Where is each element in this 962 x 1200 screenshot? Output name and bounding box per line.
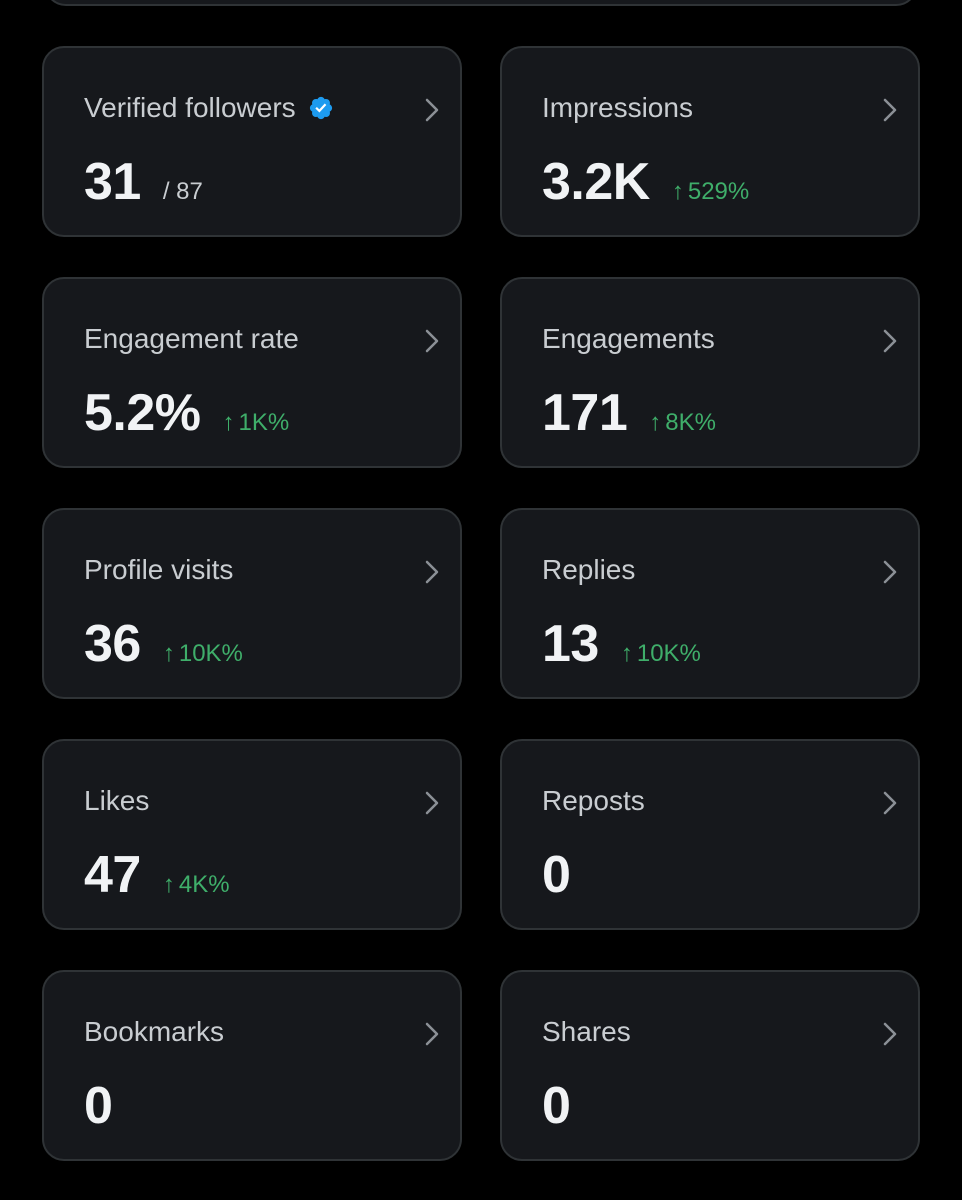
arrow-up-icon: ↑ (222, 409, 235, 436)
chevron-right-icon (883, 1022, 897, 1046)
metric-title: Engagement rate (84, 323, 299, 355)
metric-value-row: 3.2K ↑ 529% (542, 152, 749, 212)
metric-title: Bookmarks (84, 1016, 224, 1048)
metric-card-verified-followers[interactable]: Verified followers 31 / 87 (42, 46, 462, 237)
metric-label: Engagements (542, 323, 715, 354)
metric-label: Likes (84, 785, 150, 816)
metric-label: Profile visits (84, 554, 234, 585)
metric-delta: ↑ 8K% (649, 409, 716, 437)
chevron-right-icon (883, 98, 897, 122)
arrow-up-icon: ↑ (620, 640, 633, 667)
metric-title: Verified followers (84, 92, 334, 124)
metric-value-row: 47 ↑ 4K% (84, 845, 230, 905)
metric-subtotal: / 87 (162, 178, 203, 205)
arrow-up-icon: ↑ (162, 640, 175, 667)
metric-card-engagements[interactable]: Engagements 171 ↑ 8K% (500, 277, 920, 468)
metric-delta: ↑ 4K% (163, 871, 230, 899)
metric-value: 36 (84, 615, 141, 673)
metric-title: Engagements (542, 323, 715, 355)
arrow-up-icon: ↑ (671, 178, 684, 205)
metric-value-row: 0 (84, 1076, 113, 1136)
chevron-right-icon (425, 560, 439, 584)
metric-delta-value: 1K% (238, 409, 290, 436)
metric-value-row: 0 (542, 1076, 571, 1136)
chevron-right-icon (883, 560, 897, 584)
metric-card-reposts[interactable]: Reposts 0 (500, 739, 920, 930)
metric-label: Reposts (542, 785, 645, 816)
metric-delta: ↑ 10K% (621, 640, 701, 668)
metric-title: Replies (542, 554, 635, 586)
metric-value-row: 31 / 87 (84, 152, 203, 212)
metric-value: 47 (84, 846, 141, 904)
metric-value: 0 (84, 1077, 113, 1135)
metric-label: Bookmarks (84, 1016, 225, 1047)
metric-value: 13 (542, 615, 599, 673)
chevron-right-icon (425, 98, 439, 122)
metric-value: 0 (542, 846, 571, 904)
arrow-up-icon: ↑ (162, 871, 175, 898)
metric-label: Verified followers (84, 92, 296, 123)
metric-value: 5.2% (84, 384, 201, 442)
metric-value: 0 (542, 1077, 571, 1135)
metric-card-likes[interactable]: Likes 47 ↑ 4K% (42, 739, 462, 930)
metric-title: Impressions (542, 92, 693, 124)
metric-value-row: 36 ↑ 10K% (84, 614, 243, 674)
metric-card-shares[interactable]: Shares 0 (500, 970, 920, 1161)
metric-delta-value: 10K% (178, 640, 243, 667)
metric-value-row: 13 ↑ 10K% (542, 614, 701, 674)
metrics-grid: Verified followers 31 / 87 Impressions 3… (42, 46, 920, 1161)
metric-value-row: 0 (542, 845, 571, 905)
metric-card-replies[interactable]: Replies 13 ↑ 10K% (500, 508, 920, 699)
metric-label: Replies (542, 554, 636, 585)
metric-delta-value: 8K% (665, 409, 716, 436)
chevron-right-icon (425, 1022, 439, 1046)
metric-value: 171 (542, 384, 628, 442)
metric-title: Shares (542, 1016, 631, 1048)
metric-title: Profile visits (84, 554, 233, 586)
arrow-up-icon: ↑ (649, 409, 662, 436)
metric-value-row: 171 ↑ 8K% (542, 383, 716, 443)
metric-title: Reposts (542, 785, 645, 817)
metric-value: 3.2K (542, 153, 650, 211)
metric-title: Likes (84, 785, 149, 817)
metric-delta: ↑ 1K% (223, 409, 290, 437)
metric-label: Shares (542, 1016, 631, 1047)
metric-delta: ↑ 10K% (163, 640, 243, 668)
metric-delta-value: 4K% (178, 871, 230, 898)
chevron-right-icon (883, 791, 897, 815)
metric-card-engagement-rate[interactable]: Engagement rate 5.2% ↑ 1K% (42, 277, 462, 468)
previous-card-edge (44, 0, 918, 6)
metric-delta: ↑ 529% (672, 178, 749, 206)
verified-badge-icon (309, 96, 332, 120)
metric-label: Engagement rate (84, 323, 299, 354)
chevron-right-icon (883, 329, 897, 353)
metric-card-profile-visits[interactable]: Profile visits 36 ↑ 10K% (42, 508, 462, 699)
chevron-right-icon (425, 791, 439, 815)
chevron-right-icon (425, 329, 439, 353)
metric-value-row: 5.2% ↑ 1K% (84, 383, 289, 443)
metric-card-bookmarks[interactable]: Bookmarks 0 (42, 970, 462, 1161)
metric-delta-value: 529% (687, 178, 750, 205)
metric-label: Impressions (542, 92, 693, 123)
metric-delta-value: 10K% (636, 640, 701, 667)
metric-card-impressions[interactable]: Impressions 3.2K ↑ 529% (500, 46, 920, 237)
metric-value: 31 (84, 153, 141, 211)
